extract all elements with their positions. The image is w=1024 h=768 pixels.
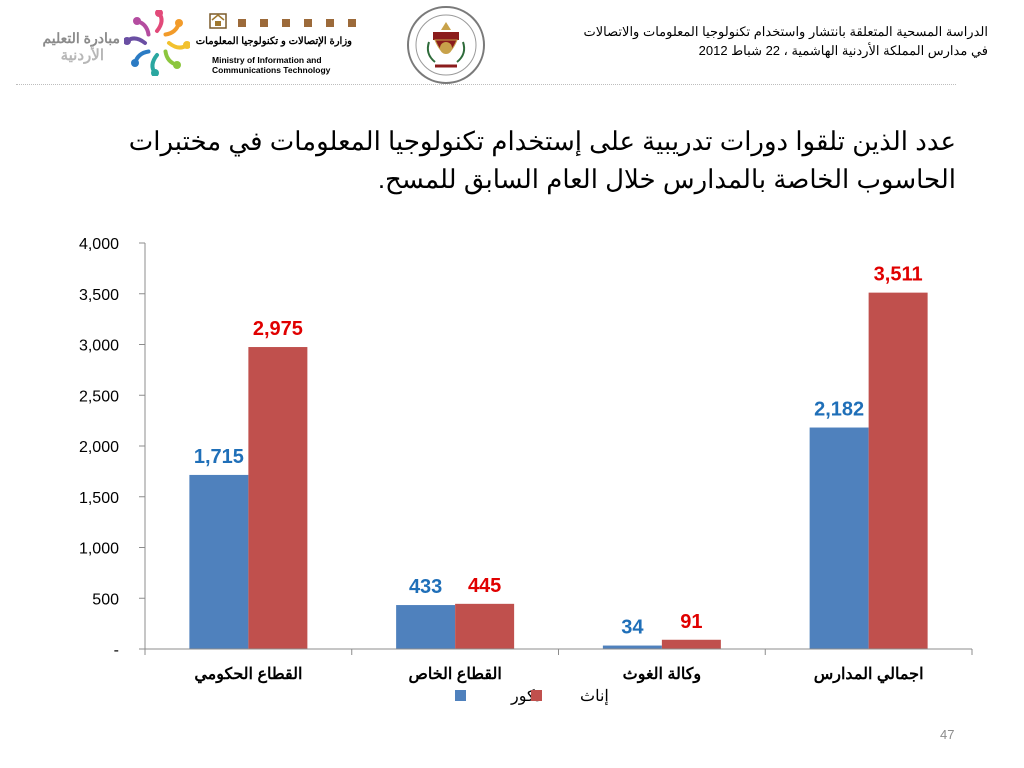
x-tick-label: القطاع الخاص [408, 666, 501, 684]
data-label: 1,715 [194, 446, 244, 468]
data-label: 2,182 [814, 399, 864, 421]
bar [868, 292, 928, 649]
data-label: 2,975 [253, 318, 303, 340]
bar [602, 645, 662, 649]
legend-label: إناث [580, 688, 609, 705]
slide-number: 47 [940, 727, 955, 742]
header-title-line1: الدراسة المسحية المتعلقة بانتشار واستخدا… [583, 24, 988, 39]
ministry-ict-logo: وزارة الإتصالات و تكنولوجيا المعلومات Mi… [195, 10, 358, 76]
header-title-line2: في مدارس المملكة الأردنية الهاشمية ، 22 … [698, 43, 988, 58]
ministry-english-name-line1: Ministry of Information and [212, 55, 322, 65]
chart-data-labels: 1,715 433 34 2,182 2,975 445 91 3,511 [194, 264, 923, 639]
jordan-education-initiative-logo: مبادرة التعليم الأردنية [14, 30, 120, 70]
bar [248, 347, 308, 649]
header-divider [16, 84, 956, 85]
ministry-dots-row [238, 19, 356, 27]
x-tick-label: وكالة الغوث [623, 666, 701, 684]
x-tick-label: اجمالي المدارس [814, 666, 924, 684]
bar [189, 474, 249, 649]
ministry-emblem-icon [209, 13, 227, 29]
y-tick-label: 2,000 [79, 439, 119, 456]
ministry-arabic-name: وزارة الإتصالات و تكنولوجيا المعلومات [195, 36, 352, 47]
data-label: 91 [680, 611, 702, 633]
y-tick-label: 2,500 [79, 388, 119, 405]
data-label: 433 [409, 576, 442, 598]
slide-title: عدد الذين تلقوا دورات تدريبية على إستخدا… [128, 126, 956, 194]
data-label: 34 [621, 617, 644, 639]
y-tick-label: 500 [92, 591, 119, 608]
bar [809, 427, 869, 649]
initiative-logo-line2: الأردنية [60, 47, 104, 64]
ministry-of-education-seal [407, 6, 485, 84]
legend-swatch [455, 690, 466, 701]
bar [396, 605, 456, 649]
data-label: 445 [468, 575, 501, 597]
ministry-english-name-line2: Communications Technology [212, 65, 331, 75]
chart-legend: ذكور إناث [455, 688, 609, 705]
x-tick-label: القطاع الحكومي [194, 666, 302, 684]
flower-dots [124, 10, 190, 76]
y-tick-label: 3,500 [79, 287, 119, 304]
initiative-flower-logo [124, 10, 190, 76]
y-tick-label: 1,500 [79, 490, 119, 507]
legend-swatch [531, 690, 542, 701]
y-tick-label: 4,000 [79, 236, 119, 253]
y-tick-label: 1,000 [79, 541, 119, 558]
slide-header: مبادرة التعليم الأردنية [0, 0, 1024, 112]
y-tick-label: 3,000 [79, 338, 119, 355]
bar [455, 603, 515, 649]
initiative-logo-line1: مبادرة التعليم [42, 30, 120, 46]
bar [661, 639, 721, 649]
chart-bars [189, 292, 928, 649]
y-tick-label: - [114, 642, 119, 659]
data-label: 3,511 [874, 264, 923, 286]
chart-axes: - 500 1,000 1,500 2,000 2,500 3,000 3,500 4,000 ا… [79, 236, 973, 684]
